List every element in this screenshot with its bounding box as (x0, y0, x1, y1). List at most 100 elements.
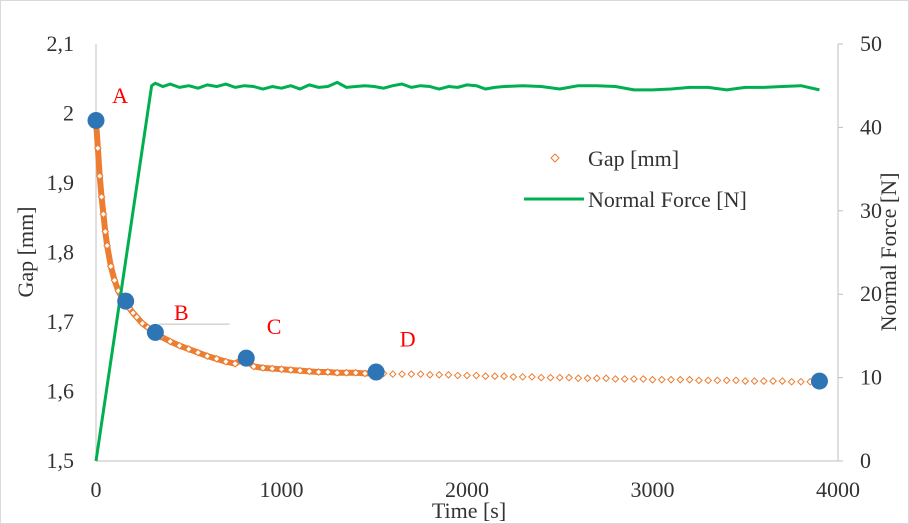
highlight-point (810, 372, 828, 390)
gap-point (750, 377, 759, 385)
gap-point (528, 372, 536, 381)
gap-point (175, 341, 184, 350)
y2-tick-label: 0 (860, 448, 871, 473)
highlight-point (237, 349, 255, 367)
legend: Gap [mm] Normal Force [N] (524, 146, 747, 212)
axes (95, 44, 839, 462)
gap-point (425, 370, 434, 379)
gap-point (194, 348, 202, 357)
gap-point (132, 313, 141, 322)
gap-point (648, 375, 657, 384)
legend-force-label: Normal Force [N] (588, 187, 747, 212)
gap-point (342, 368, 351, 377)
gap-point (787, 377, 796, 386)
gap-point (630, 375, 638, 383)
gap-point (713, 376, 722, 385)
gap-point (509, 372, 518, 381)
gap-point (759, 377, 768, 385)
gap-point (277, 365, 286, 374)
gap-point (296, 366, 304, 375)
gap-point (657, 375, 666, 384)
gap-point (166, 337, 175, 346)
legend-gap-marker (550, 153, 560, 163)
gap-point (93, 144, 102, 153)
gap-point (333, 368, 342, 377)
gap-point (231, 359, 240, 368)
y-tick-label: 1,8 (47, 240, 75, 265)
x-tick-label: 0 (91, 477, 102, 502)
y-tick-label: 2 (63, 101, 74, 126)
x-tick-labels: 0 1000 2000 3000 4000 (91, 477, 861, 502)
gap-point (268, 364, 277, 373)
gap-point (435, 370, 444, 379)
gap-point (99, 210, 108, 219)
gap-point (611, 375, 620, 383)
y-tick-label: 1,9 (47, 170, 75, 195)
x-tick-label: 2000 (445, 477, 489, 502)
gap-point (138, 319, 147, 328)
gap-point (518, 372, 527, 381)
normal-force-line (94, 80, 820, 462)
y2-axis-label: Normal Force [N] (876, 173, 901, 332)
y-tick-labels: 1,5 1,6 1,7 1,8 1,9 2 2,1 (47, 31, 75, 473)
gap-point (574, 374, 583, 383)
x-tick-label: 4000 (816, 477, 860, 502)
gap-point (602, 374, 611, 383)
gap-point (398, 370, 406, 379)
y2-tick-label: 10 (860, 365, 882, 390)
gap-point (259, 363, 267, 372)
gap-point (95, 172, 104, 180)
gap-point (732, 376, 740, 385)
gap-point (555, 373, 564, 382)
highlight-point (367, 363, 385, 381)
gap-point (500, 372, 509, 381)
y-tick-label: 1,5 (47, 448, 75, 473)
point-annotation: C (267, 314, 282, 339)
x-axis-label: Time [s] (432, 498, 506, 523)
point-annotation: A (112, 83, 128, 108)
y-tick-label: 1,7 (47, 309, 75, 334)
gap-point (249, 362, 258, 371)
gap-point (212, 354, 221, 363)
gap-point (305, 367, 314, 376)
y-tick-label: 1,6 (47, 379, 75, 404)
gap-point (361, 369, 369, 378)
gap-point (565, 373, 573, 382)
y2-tick-labels: 0 10 20 30 40 50 (838, 31, 882, 473)
gap-point (694, 376, 703, 385)
x-tick-label: 1000 (260, 477, 304, 502)
gap-point (453, 371, 462, 380)
gap-point (685, 375, 694, 384)
y2-tick-label: 20 (860, 281, 882, 306)
gap-point (667, 375, 675, 384)
gap-point (103, 241, 112, 250)
gap-point (537, 373, 546, 382)
gap-point (769, 377, 777, 385)
gap-point (110, 276, 119, 285)
y-tick-label: 2,1 (47, 31, 75, 56)
gap-point (203, 352, 212, 360)
gap-point (490, 372, 499, 381)
point-annotation: B (174, 300, 189, 325)
gap-point (101, 227, 110, 236)
gap-point (323, 368, 332, 376)
gap-point (129, 309, 138, 317)
gap-point (778, 377, 787, 385)
gap-point (592, 374, 601, 383)
y-axis-label: Gap [mm] (13, 206, 38, 297)
gap-point (184, 345, 193, 354)
y2-tick-label: 30 (860, 198, 882, 223)
gap-point (546, 373, 555, 382)
highlight-point (146, 323, 164, 341)
gap-point (106, 262, 115, 271)
gap-point (463, 371, 471, 380)
y2-tick-label: 50 (860, 31, 882, 56)
gap-point (351, 368, 360, 377)
gap-series (92, 116, 824, 386)
gap-point (796, 377, 805, 386)
gap-point (221, 357, 230, 366)
gap-point (741, 377, 750, 385)
gap-point (407, 370, 416, 379)
gap-point (444, 370, 453, 379)
